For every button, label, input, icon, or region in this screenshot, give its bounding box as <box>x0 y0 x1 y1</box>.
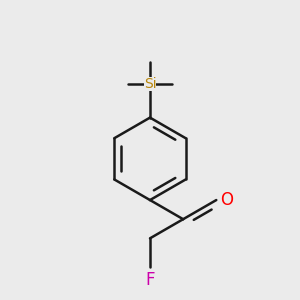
Text: F: F <box>145 272 155 290</box>
Text: O: O <box>220 191 233 209</box>
Text: Si: Si <box>144 77 156 91</box>
